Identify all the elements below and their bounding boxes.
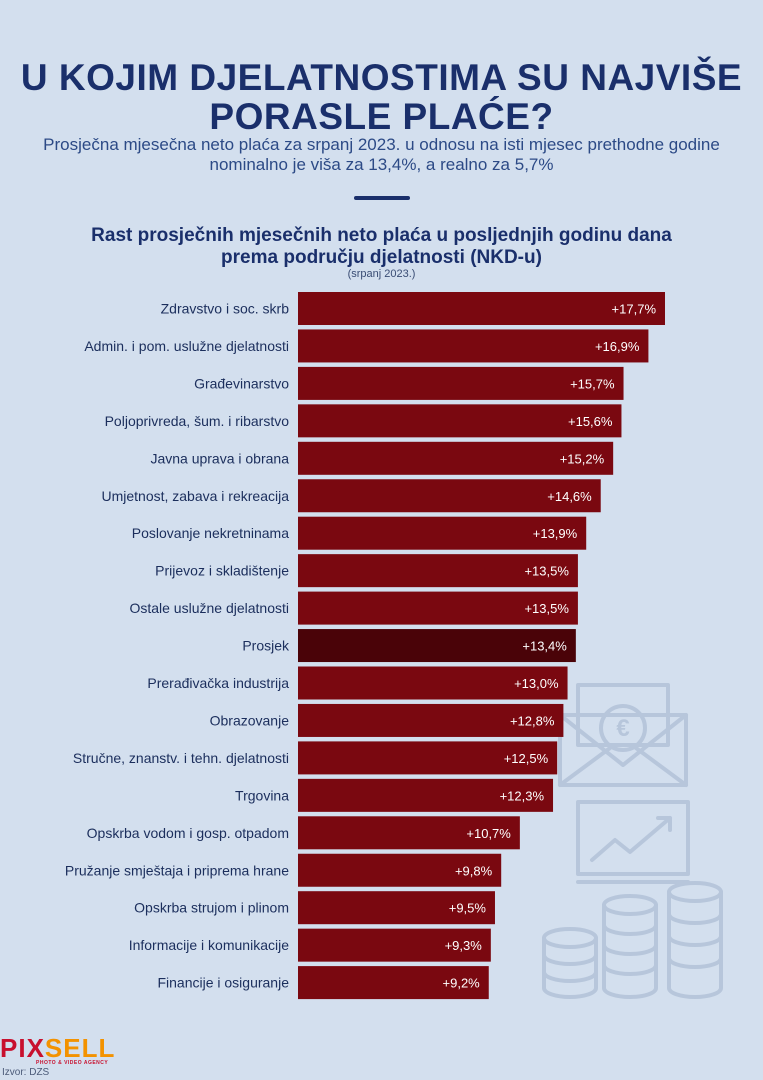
logo-tagline: PHOTO & VIDEO AGENCY <box>36 1060 109 1066</box>
value-label: +15,7% <box>570 376 615 391</box>
category-label: Prijevoz i skladištenje <box>155 563 289 579</box>
value-label: +12,8% <box>510 713 555 728</box>
category-label: Opskrba vodom i gosp. otpadom <box>87 825 289 841</box>
bar-18 <box>298 966 489 1000</box>
category-label: Trgovina <box>235 787 289 803</box>
value-label: +14,6% <box>547 489 592 504</box>
bar-11 <box>298 703 564 737</box>
value-label: +12,5% <box>504 751 549 766</box>
category-label: Umjetnost, zabava i rekreacija <box>101 488 289 504</box>
category-label: Stručne, znanstv. i tehn. djelatnosti <box>73 750 289 766</box>
category-label: Financije i osiguranje <box>157 975 289 991</box>
bar-5 <box>298 479 601 513</box>
category-label: Poslovanje nekretninama <box>132 525 289 541</box>
value-label: +9,5% <box>449 901 487 916</box>
value-label: +13,9% <box>533 526 578 541</box>
bar-2 <box>298 366 624 400</box>
pixsell-logo: PIXSELL <box>0 1034 115 1062</box>
bar-12 <box>298 741 558 775</box>
value-label: +9,3% <box>445 938 483 953</box>
category-label: Poljoprivreda, šum. i ribarstvo <box>105 413 290 429</box>
category-label: Ostale uslužne djelatnosti <box>129 600 289 616</box>
category-label: Građevinarstvo <box>194 375 289 391</box>
title-line-2: PORASLE PLAĆE? <box>209 96 554 137</box>
bar-17 <box>298 928 491 962</box>
bar-4 <box>298 441 614 475</box>
category-label: Pružanje smještaja i priprema hrane <box>65 862 289 878</box>
category-label: Obrazovanje <box>210 712 290 728</box>
bar-9 <box>298 629 576 663</box>
chart-subtitle: (srpanj 2023.) <box>347 268 416 280</box>
value-label: +13,5% <box>524 601 569 616</box>
category-label: Javna uprava i obrana <box>150 450 289 466</box>
title-line-1: U KOJIM DJELATNOSTIMA SU NAJVIŠE <box>20 57 743 98</box>
category-label: Informacije i komunikacije <box>129 937 289 953</box>
intro-text: Prosječna mjesečna neto plaća za srpanj … <box>43 135 720 174</box>
euro-icon: € <box>616 715 629 742</box>
value-label: +9,8% <box>455 863 493 878</box>
value-label: +15,6% <box>568 414 613 429</box>
bar-10 <box>298 666 568 700</box>
bar-1 <box>298 329 649 363</box>
value-label: +12,3% <box>500 788 545 803</box>
value-label: +10,7% <box>466 826 511 841</box>
money-growth-illustration-icon: € <box>542 683 723 999</box>
bar-chart: Zdravstvo i soc. skrb +17,7% Admin. i pom.… <box>65 292 665 1000</box>
bar-7 <box>298 554 578 588</box>
bar-0 <box>298 292 665 325</box>
divider <box>354 196 410 200</box>
value-label: +13,5% <box>524 564 569 579</box>
bar-13 <box>298 778 554 812</box>
value-label: +13,0% <box>514 676 559 691</box>
source-note: Izvor: DZS <box>2 1067 50 1078</box>
logo-part-1: PIX <box>0 1033 45 1063</box>
logo-part-2: SELL <box>44 1033 116 1063</box>
bar-16 <box>298 891 495 925</box>
value-label: +17,7% <box>612 302 657 317</box>
chart-title-line-1: Rast prosječnih mjesečnih neto plaća u p… <box>91 225 672 246</box>
category-label: Admin. i pom. uslužne djelatnosti <box>84 338 289 354</box>
bar-3 <box>298 404 622 438</box>
value-label: +13,4% <box>522 639 567 654</box>
bar-15 <box>298 853 502 887</box>
category-label: Opskrba strujom i plinom <box>134 900 289 916</box>
category-label: Zdravstvo i soc. skrb <box>161 301 290 317</box>
bar-14 <box>298 816 520 850</box>
page-title: U KOJIM DJELATNOSTIMA SU NAJVIŠE PORASLE… <box>0 58 763 136</box>
bar-8 <box>298 591 578 625</box>
bar-6 <box>298 516 587 550</box>
chart-title: Rast prosječnih mjesečnih neto plaća u p… <box>20 225 743 269</box>
value-label: +15,2% <box>560 451 605 466</box>
value-label: +16,9% <box>595 339 640 354</box>
value-label: +9,2% <box>443 976 481 991</box>
category-label: Prerađivačka industrija <box>147 675 289 691</box>
chart-title-line-2: prema području djelatnosti (NKD-u) <box>221 247 542 268</box>
category-label: Prosjek <box>242 638 290 654</box>
